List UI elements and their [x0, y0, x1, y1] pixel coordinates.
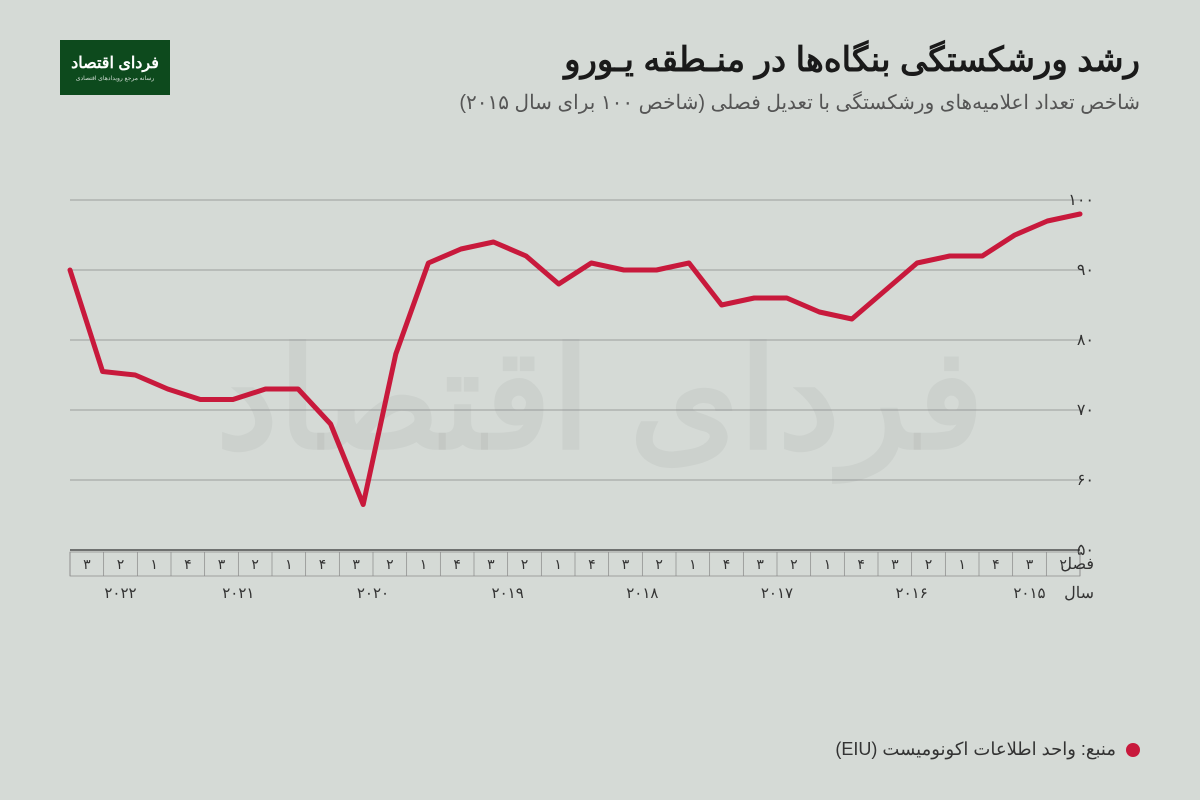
svg-text:۱: ۱	[420, 556, 428, 572]
svg-text:۲: ۲	[386, 556, 394, 572]
chart-title: رشد ورشکستگی بنگاه‌ها در منـطقه یـورو	[190, 40, 1140, 80]
svg-text:۴: ۴	[319, 556, 327, 572]
svg-text:۱: ۱	[285, 556, 293, 572]
logo-text: فردای اقتصاد	[71, 53, 159, 73]
svg-text:۲۰۲۰: ۲۰۲۰	[357, 585, 389, 602]
svg-text:۳: ۳	[622, 556, 630, 572]
svg-text:۴: ۴	[992, 556, 1000, 572]
svg-text:فصل: فصل	[1060, 556, 1094, 573]
chart-subtitle: شاخص تعداد اعلامیه‌های ورشکستگی با تعدیل…	[190, 90, 1140, 115]
source-row: منبع: واحد اطلاعات اکونومیست (EIU)	[835, 739, 1140, 760]
svg-text:۱: ۱	[554, 556, 562, 572]
line-chart: ۵۰۶۰۷۰۸۰۹۰۱۰۰۲۳۴۱۲۳۴۱۲۳۴۱۲۳۴۱۲۳۴۱۲۳۴۱۲۳۴…	[60, 190, 1140, 630]
svg-text:۲۰۱۶: ۲۰۱۶	[896, 585, 928, 602]
legend-dot-icon	[1126, 743, 1140, 757]
svg-text:۳: ۳	[487, 556, 495, 572]
svg-text:۲: ۲	[790, 556, 798, 572]
svg-text:۱: ۱	[689, 556, 697, 572]
source-label: منبع: واحد اطلاعات اکونومیست (EIU)	[835, 739, 1116, 760]
svg-text:۱: ۱	[150, 556, 158, 572]
svg-text:۲۰۲۱: ۲۰۲۱	[222, 585, 254, 602]
svg-text:۲: ۲	[117, 556, 125, 572]
svg-text:۲۰۱۷: ۲۰۱۷	[761, 585, 793, 602]
svg-text:۷۰: ۷۰	[1077, 402, 1094, 419]
svg-text:۴: ۴	[453, 556, 461, 572]
svg-text:۴: ۴	[184, 556, 192, 572]
svg-text:۱۰۰: ۱۰۰	[1068, 192, 1094, 209]
brand-logo: فردای اقتصاد رسانه مرجع رویدادهای اقتصاد…	[60, 40, 170, 95]
svg-text:۶۰: ۶۰	[1077, 472, 1094, 489]
svg-text:۲: ۲	[251, 556, 259, 572]
svg-text:۲: ۲	[521, 556, 529, 572]
svg-text:۱: ۱	[958, 556, 966, 572]
header-row: رشد ورشکستگی بنگاه‌ها در منـطقه یـورو شا…	[60, 40, 1140, 115]
svg-text:۳: ۳	[352, 556, 360, 572]
svg-text:۴: ۴	[857, 556, 865, 572]
svg-text:۲۰۲۲: ۲۰۲۲	[104, 585, 136, 602]
svg-text:۹۰: ۹۰	[1077, 262, 1094, 279]
svg-text:۴: ۴	[723, 556, 731, 572]
svg-text:۳: ۳	[218, 556, 226, 572]
svg-text:۴: ۴	[588, 556, 596, 572]
svg-text:۳: ۳	[83, 556, 91, 572]
svg-text:۳: ۳	[891, 556, 899, 572]
svg-text:۲۰۱۹: ۲۰۱۹	[492, 585, 524, 602]
svg-text:۱: ۱	[824, 556, 832, 572]
logo-subtext: رسانه مرجع رویدادهای اقتصادی	[76, 75, 154, 82]
svg-text:۳: ۳	[1026, 556, 1034, 572]
svg-text:۲: ۲	[655, 556, 663, 572]
svg-text:۲: ۲	[925, 556, 933, 572]
svg-text:سال: سال	[1064, 585, 1094, 602]
svg-text:۲۰۱۵: ۲۰۱۵	[1013, 585, 1045, 602]
svg-text:۳: ۳	[756, 556, 764, 572]
svg-text:۸۰: ۸۰	[1077, 332, 1094, 349]
svg-text:۲۰۱۸: ۲۰۱۸	[626, 585, 658, 602]
